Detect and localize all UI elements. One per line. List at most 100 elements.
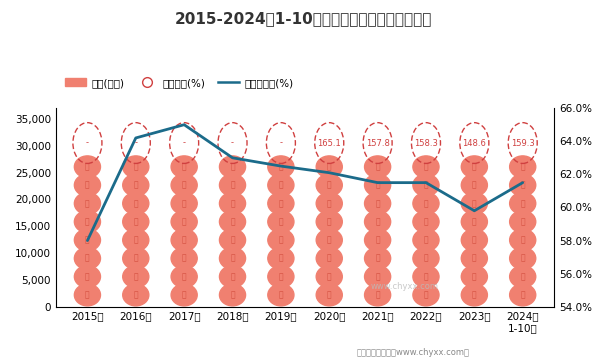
Ellipse shape [75,266,101,288]
Text: 债: 债 [134,162,138,171]
Ellipse shape [220,229,246,251]
Ellipse shape [123,174,149,196]
Ellipse shape [316,247,342,269]
Ellipse shape [510,247,536,269]
Text: 债: 债 [375,254,380,263]
Text: 债: 债 [182,290,186,299]
Text: 债: 债 [182,272,186,281]
Text: 债: 债 [85,162,90,171]
Text: 债: 债 [424,236,429,244]
Ellipse shape [413,192,439,214]
Text: 债: 债 [472,181,476,190]
Ellipse shape [268,247,294,269]
Ellipse shape [316,211,342,233]
Ellipse shape [75,174,101,196]
Ellipse shape [171,266,197,288]
Text: 债: 债 [85,217,90,226]
Text: 债: 债 [134,272,138,281]
Ellipse shape [316,266,342,288]
Text: 债: 债 [134,181,138,190]
Text: 债: 债 [520,199,525,208]
Ellipse shape [220,192,246,214]
Text: -: - [86,139,89,148]
Text: 债: 债 [279,290,283,299]
Text: 债: 债 [134,254,138,263]
Text: 债: 债 [472,162,476,171]
Ellipse shape [365,174,391,196]
Text: 债: 债 [424,217,429,226]
Ellipse shape [365,229,391,251]
Ellipse shape [268,211,294,233]
Ellipse shape [171,284,197,306]
Text: 债: 债 [424,181,429,190]
Text: 债: 债 [520,181,525,190]
Text: 债: 债 [279,181,283,190]
Ellipse shape [365,247,391,269]
Text: 债: 债 [134,236,138,244]
Text: 债: 债 [375,272,380,281]
Ellipse shape [510,192,536,214]
Text: 债: 债 [375,199,380,208]
Ellipse shape [510,229,536,251]
Text: 债: 债 [375,236,380,244]
Ellipse shape [510,174,536,196]
Ellipse shape [365,211,391,233]
Ellipse shape [461,156,487,178]
Ellipse shape [461,192,487,214]
Text: 债: 债 [520,254,525,263]
Text: 债: 债 [472,254,476,263]
Ellipse shape [413,211,439,233]
Text: 债: 债 [472,236,476,244]
Text: 债: 债 [424,290,429,299]
Ellipse shape [75,211,101,233]
Ellipse shape [510,284,536,306]
Text: 债: 债 [230,236,235,244]
Text: 债: 债 [327,217,331,226]
Text: 债: 债 [85,199,90,208]
Text: 债: 债 [520,272,525,281]
Ellipse shape [268,174,294,196]
Ellipse shape [510,266,536,288]
Ellipse shape [365,156,391,178]
Text: 债: 债 [520,236,525,244]
Ellipse shape [365,284,391,306]
Ellipse shape [75,229,101,251]
Text: 2015-2024年1-10月辽宁省工业企业负债统计图: 2015-2024年1-10月辽宁省工业企业负债统计图 [175,11,432,26]
Ellipse shape [123,247,149,269]
Ellipse shape [171,211,197,233]
Text: 债: 债 [279,236,283,244]
Text: 159.3: 159.3 [511,139,535,148]
Text: 债: 债 [472,272,476,281]
Text: 债: 债 [424,199,429,208]
Ellipse shape [268,284,294,306]
Ellipse shape [171,192,197,214]
Text: www.chyxx.com: www.chyxx.com [371,283,439,292]
Text: 债: 债 [134,290,138,299]
Text: 债: 债 [375,290,380,299]
Text: -: - [134,139,137,148]
Ellipse shape [123,211,149,233]
Text: 债: 债 [85,181,90,190]
Ellipse shape [316,229,342,251]
Legend: 负债(亿元), 产权比率(%), 资产负债率(%): 负债(亿元), 产权比率(%), 资产负债率(%) [61,74,297,92]
Text: 债: 债 [327,181,331,190]
Text: 债: 债 [327,236,331,244]
Text: -: - [183,139,186,148]
Ellipse shape [220,156,246,178]
Text: -: - [231,139,234,148]
Ellipse shape [461,174,487,196]
Text: 债: 债 [182,254,186,263]
Ellipse shape [123,156,149,178]
Text: 债: 债 [182,217,186,226]
Text: 债: 债 [230,181,235,190]
Ellipse shape [413,174,439,196]
Ellipse shape [123,192,149,214]
Text: -: - [279,139,282,148]
Ellipse shape [220,174,246,196]
Ellipse shape [171,247,197,269]
Text: 债: 债 [472,217,476,226]
Ellipse shape [365,192,391,214]
Text: 债: 债 [85,290,90,299]
Text: 债: 债 [375,162,380,171]
Text: 债: 债 [472,290,476,299]
